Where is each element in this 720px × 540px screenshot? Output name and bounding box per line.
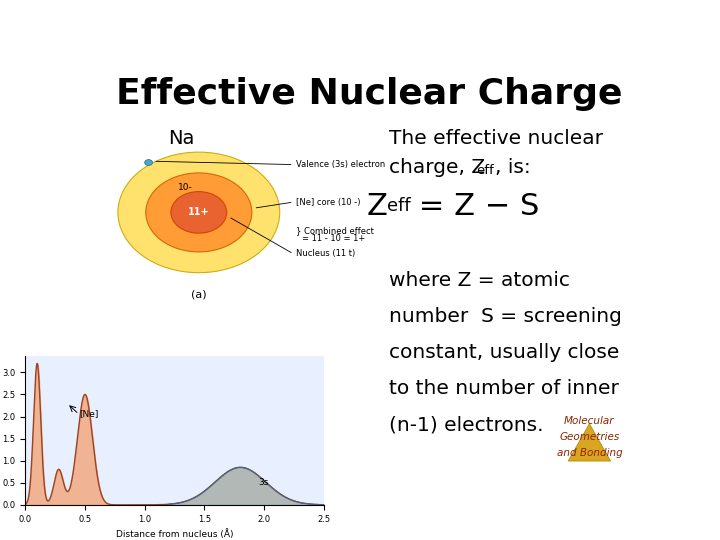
Polygon shape xyxy=(568,424,611,461)
Text: (a): (a) xyxy=(191,289,207,299)
Text: 10-: 10- xyxy=(178,183,192,192)
Text: , is:: , is: xyxy=(495,158,531,177)
Circle shape xyxy=(145,173,252,252)
Text: Na: Na xyxy=(168,129,194,149)
Circle shape xyxy=(145,160,153,165)
Text: eff: eff xyxy=(387,197,411,215)
Text: Molecular: Molecular xyxy=(564,416,615,426)
Text: Z: Z xyxy=(366,192,387,221)
Text: [Ne]: [Ne] xyxy=(79,409,99,418)
Text: Effective Nuclear Charge: Effective Nuclear Charge xyxy=(116,77,622,111)
Text: constant, usually close: constant, usually close xyxy=(389,343,619,362)
Text: where Z = atomic: where Z = atomic xyxy=(389,271,570,289)
Text: (n-1) electrons.: (n-1) electrons. xyxy=(389,415,543,434)
Circle shape xyxy=(171,192,227,233)
Text: [Ne] core (10 -): [Ne] core (10 -) xyxy=(297,198,361,206)
Text: Valence (3s) electron: Valence (3s) electron xyxy=(297,160,386,169)
Text: 3s: 3s xyxy=(258,478,269,487)
Text: charge, Z: charge, Z xyxy=(389,158,485,177)
Text: eff: eff xyxy=(476,164,494,177)
X-axis label: Distance from nucleus (Å): Distance from nucleus (Å) xyxy=(116,529,233,539)
Text: Nucleus (11 t): Nucleus (11 t) xyxy=(297,249,356,259)
Text: number  S = screening: number S = screening xyxy=(389,307,621,326)
Text: The effective nuclear: The effective nuclear xyxy=(389,129,603,149)
Text: = 11 - 10 = 1+: = 11 - 10 = 1+ xyxy=(302,234,365,242)
Text: Geometries: Geometries xyxy=(559,432,619,442)
Text: and Bonding: and Bonding xyxy=(557,448,622,458)
Text: } Combined effect: } Combined effect xyxy=(297,227,374,235)
Text: = Z − S: = Z − S xyxy=(409,192,539,221)
Text: 11+: 11+ xyxy=(188,207,210,218)
Circle shape xyxy=(118,152,280,273)
Text: to the number of inner: to the number of inner xyxy=(389,379,618,398)
